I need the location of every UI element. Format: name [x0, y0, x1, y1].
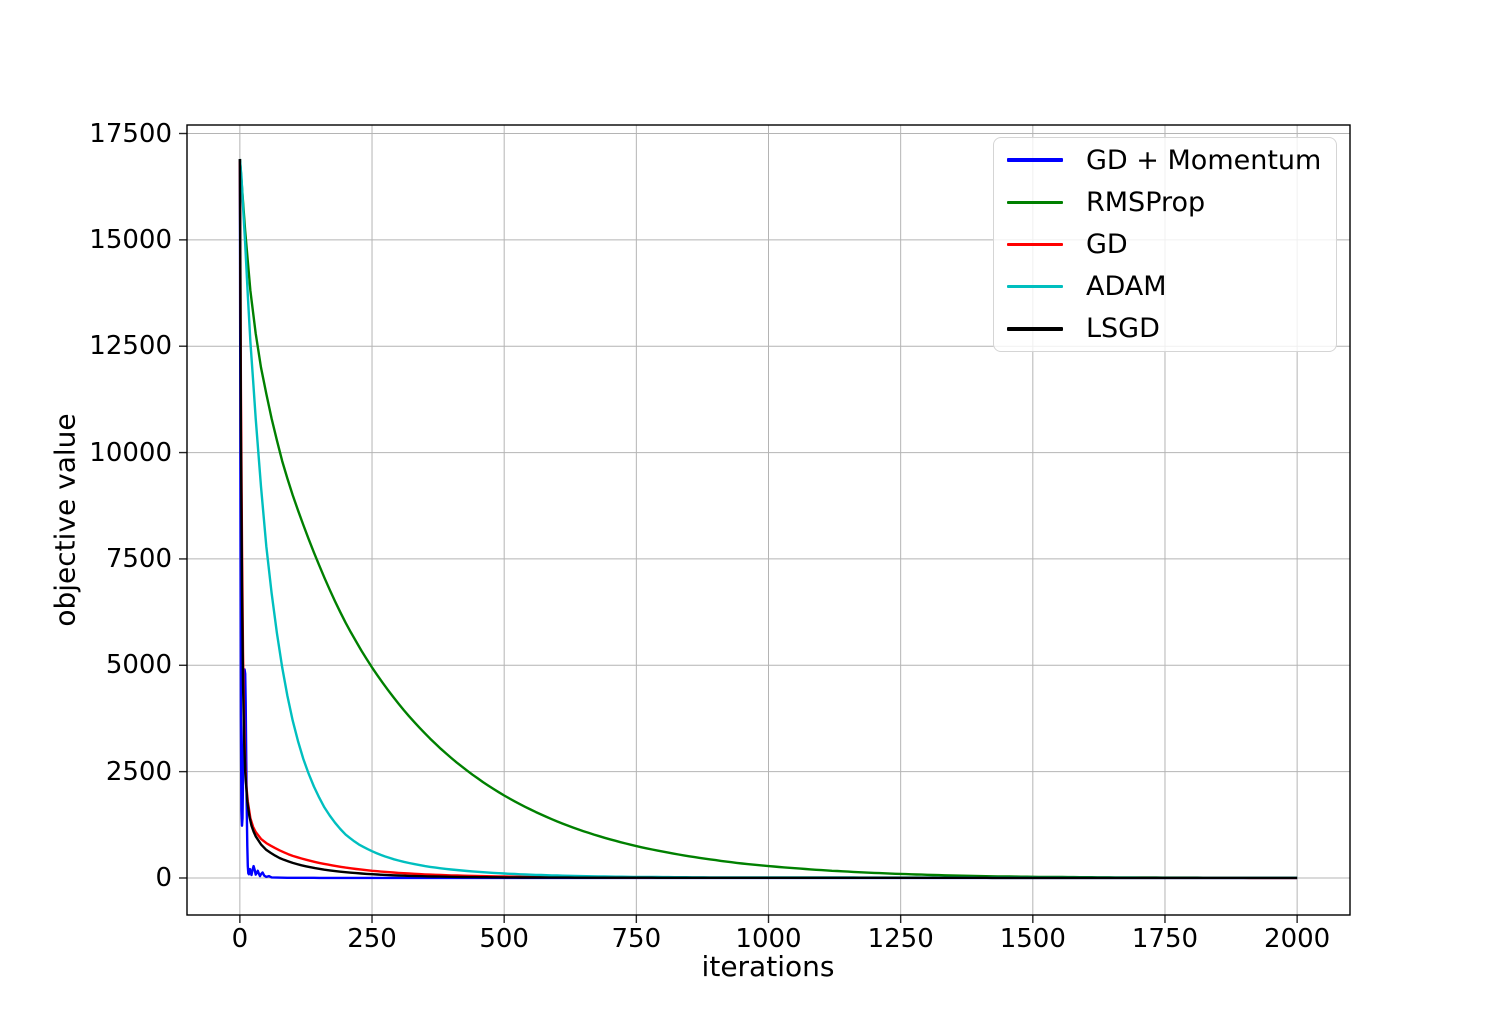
y-tick-label: 7500: [105, 543, 172, 574]
x-tick-label: 1000: [735, 924, 802, 954]
x-tick-label: 0: [231, 924, 249, 954]
x-tick-label: 250: [347, 924, 397, 954]
y-tick-label: 0: [155, 862, 172, 893]
legend-item: GD + Momentum: [994, 140, 1336, 180]
legend-label: RMSProp: [1086, 186, 1206, 218]
legend-item: RMSProp: [994, 182, 1336, 222]
y-tick-label: 15000: [89, 224, 172, 255]
legend-line-swatch: [1007, 242, 1063, 247]
axes-frame: [186, 124, 1351, 916]
legend-item: LSGD: [994, 309, 1336, 349]
y-tick-label: 2500: [105, 756, 172, 787]
legend-item: ADAM: [994, 267, 1336, 307]
legend-label: GD + Momentum: [1086, 144, 1322, 176]
legend-line-swatch: [1007, 158, 1063, 162]
x-tick-label: 750: [611, 924, 662, 954]
y-axis-label: objective value: [48, 413, 82, 627]
x-tick-label: 1750: [1131, 924, 1199, 954]
x-tick-label: 1250: [867, 924, 934, 954]
legend: GD + Momentum RMSProp GD ADAM LSGD: [993, 137, 1337, 352]
legend-label: ADAM: [1086, 271, 1167, 303]
x-tick-label: 500: [479, 924, 529, 954]
y-tick-label: 5000: [105, 650, 172, 681]
legend-line-swatch: [1007, 200, 1063, 205]
series-line-lsgd: [238, 158, 1298, 880]
legend-label: LSGD: [1086, 313, 1160, 345]
y-tick-label: 10000: [89, 437, 172, 468]
legend-label: GD: [1086, 228, 1128, 260]
legend-line-swatch: [1007, 284, 1063, 289]
x-tick-label: 2000: [1264, 924, 1331, 954]
x-tick-label: 1500: [999, 924, 1066, 954]
y-tick-label: 12500: [89, 331, 172, 362]
y-tick-label: 17500: [89, 118, 172, 149]
x-axis-label: iterations: [701, 950, 835, 983]
legend-line-swatch: [1007, 327, 1063, 331]
legend-item: GD: [994, 224, 1336, 264]
